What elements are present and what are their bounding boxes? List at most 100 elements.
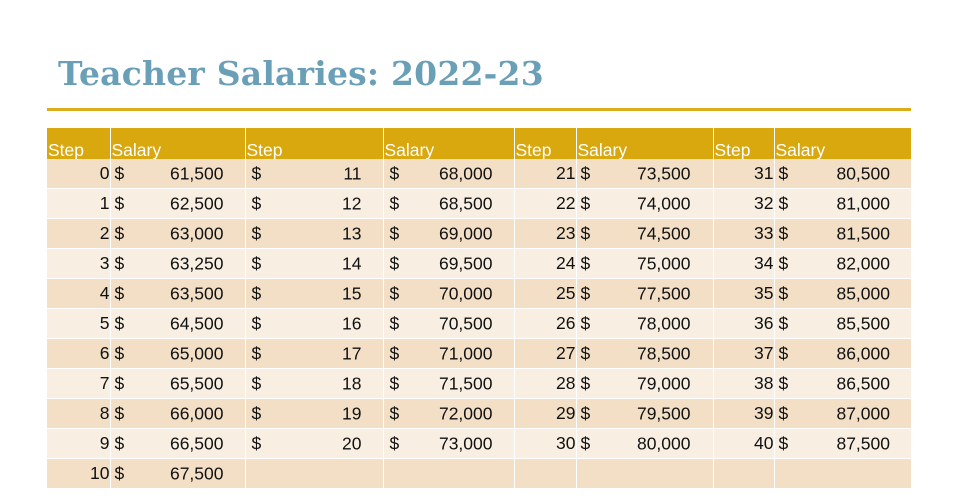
salary-amount: 74,500 <box>636 223 691 243</box>
currency-symbol: $ <box>778 313 789 333</box>
title-divider <box>47 108 911 111</box>
salary-cell: $63,250 <box>109 248 245 279</box>
table-row: 0 $61,500 $11 $68,000 21 $73,500 31 $80,500 <box>47 159 911 189</box>
step-cell: 8 <box>47 398 110 429</box>
step-cell: 21 <box>513 159 576 189</box>
step-cell: 5 <box>47 308 110 339</box>
salary-cell: $78,500 <box>575 338 713 369</box>
currency-symbol: $ <box>251 313 262 333</box>
step-number: 11 <box>343 163 362 183</box>
currency-symbol: $ <box>114 463 125 483</box>
step-cell: $15 <box>244 278 383 309</box>
salary-amount: 63,250 <box>169 253 224 273</box>
salary-amount: 75,000 <box>636 253 691 273</box>
salary-amount: 64,500 <box>169 313 224 333</box>
currency-symbol: $ <box>251 193 262 213</box>
salary-amount: 78,000 <box>636 313 691 333</box>
salary-cell: $79,000 <box>575 368 713 399</box>
currency-symbol: $ <box>778 193 789 213</box>
salary-cell: $68,000 <box>382 159 514 189</box>
step-number: 17 <box>342 343 362 363</box>
currency-symbol: $ <box>114 253 125 273</box>
header-step-4: Step <box>712 128 774 159</box>
salary-amount: 85,000 <box>836 283 890 303</box>
step-number: 12 <box>342 193 362 213</box>
step-cell: 26 <box>513 308 576 339</box>
currency-symbol: $ <box>114 193 125 213</box>
step-cell: 0 <box>47 159 110 189</box>
salary-amount: 85,500 <box>836 313 890 333</box>
table-row: 10 $67,500 <box>47 458 911 489</box>
currency-symbol: $ <box>580 193 591 213</box>
currency-symbol: $ <box>580 403 591 423</box>
step-number: 20 <box>342 433 362 453</box>
salary-cell: $80,000 <box>575 428 713 459</box>
salary-amount: 70,500 <box>438 313 493 333</box>
salary-cell <box>382 458 514 489</box>
table-row: 2 $63,000 $13 $69,000 23 $74,500 33 $81,500 <box>47 218 911 249</box>
salary-amount: 81,500 <box>836 223 890 243</box>
currency-symbol: $ <box>580 433 591 453</box>
salary-cell: $86,500 <box>773 368 911 399</box>
salary-amount: 62,500 <box>169 193 224 213</box>
salary-cell: $71,500 <box>382 368 514 399</box>
salary-cell: $61,500 <box>109 159 245 189</box>
salary-table: Step Salary Step Salary Step Salary Step… <box>47 128 911 489</box>
header-salary-4: Salary <box>773 128 911 159</box>
step-cell: 1 <box>47 188 110 219</box>
salary-amount: 71,000 <box>438 343 493 363</box>
salary-amount: 69,000 <box>438 223 493 243</box>
table-row: 7 $65,500 $18 $71,500 28 $79,000 38 $86,500 <box>47 368 911 399</box>
salary-amount: 81,000 <box>836 193 890 213</box>
step-cell: 30 <box>513 428 576 459</box>
currency-symbol: $ <box>114 343 125 363</box>
salary-cell: $66,500 <box>109 428 245 459</box>
salary-amount: 87,000 <box>836 403 890 423</box>
currency-symbol: $ <box>251 223 262 243</box>
salary-cell: $80,500 <box>773 159 911 189</box>
salary-cell: $72,000 <box>382 398 514 429</box>
step-cell: 25 <box>513 278 576 309</box>
currency-symbol: $ <box>251 283 262 303</box>
salary-amount: 80,500 <box>836 163 890 183</box>
salary-amount: 63,000 <box>169 223 224 243</box>
step-number: 19 <box>342 403 362 423</box>
table-row: 9 $66,500 $20 $73,000 30 $80,000 40 $87,500 <box>47 428 911 459</box>
salary-amount: 79,000 <box>636 373 691 393</box>
salary-amount: 78,500 <box>636 343 691 363</box>
salary-cell: $85,500 <box>773 308 911 339</box>
currency-symbol: $ <box>251 343 262 363</box>
currency-symbol: $ <box>580 163 591 183</box>
header-salary-2: Salary <box>382 128 514 159</box>
currency-symbol: $ <box>114 373 125 393</box>
salary-cell <box>773 458 911 489</box>
step-number: 18 <box>342 373 362 393</box>
currency-symbol: $ <box>114 163 125 183</box>
currency-symbol: $ <box>389 283 400 303</box>
header-row: Step Salary Step Salary Step Salary Step… <box>47 128 911 159</box>
currency-symbol: $ <box>251 163 262 183</box>
currency-symbol: $ <box>778 403 789 423</box>
currency-symbol: $ <box>778 343 789 363</box>
salary-amount: 73,500 <box>636 163 691 183</box>
step-cell: 38 <box>712 368 774 399</box>
currency-symbol: $ <box>580 313 591 333</box>
salary-cell: $73,500 <box>575 159 713 189</box>
salary-amount: 82,000 <box>836 253 890 273</box>
currency-symbol: $ <box>778 283 789 303</box>
currency-symbol: $ <box>580 253 591 273</box>
salary-cell: $63,500 <box>109 278 245 309</box>
salary-cell: $82,000 <box>773 248 911 279</box>
step-cell: 37 <box>712 338 774 369</box>
currency-symbol: $ <box>580 373 591 393</box>
table-body: 0 $61,500 $11 $68,000 21 $73,500 31 $80,500 1 $62… <box>47 159 911 489</box>
salary-cell: $70,500 <box>382 308 514 339</box>
step-cell: 35 <box>712 278 774 309</box>
salary-amount: 68,000 <box>438 163 493 183</box>
step-cell: 2 <box>47 218 110 249</box>
salary-amount: 72,000 <box>438 403 493 423</box>
table-row: 6 $65,000 $17 $71,000 27 $78,500 37 $86,000 <box>47 338 911 369</box>
salary-amount: 68,500 <box>438 193 493 213</box>
currency-symbol: $ <box>778 223 789 243</box>
salary-cell: $71,000 <box>382 338 514 369</box>
